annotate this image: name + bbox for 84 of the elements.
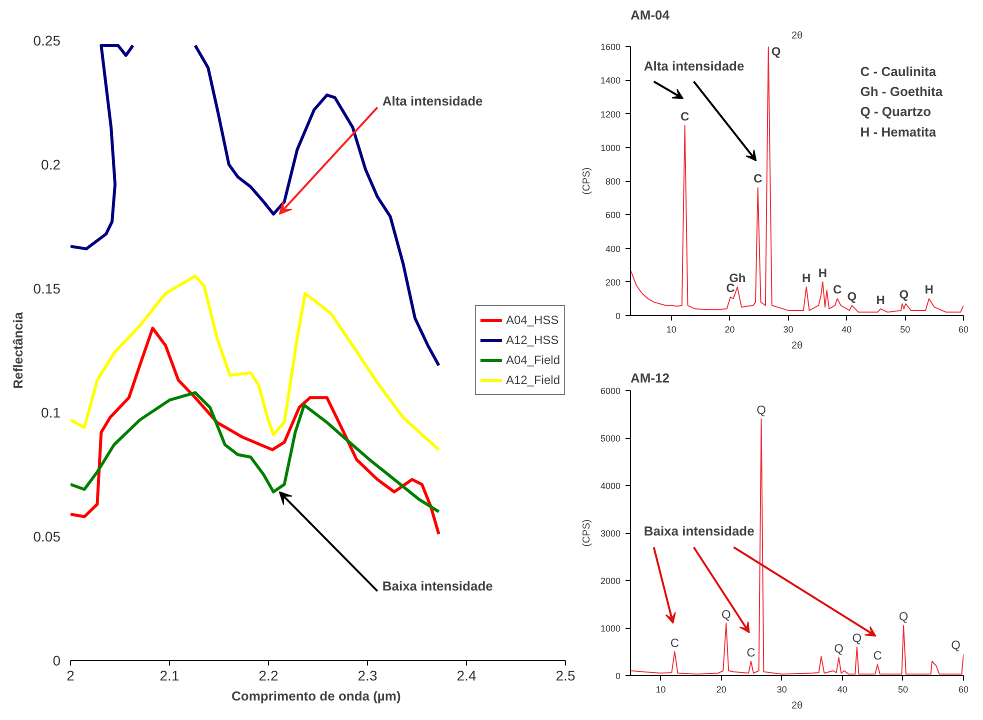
x-tick-label: 2.2 xyxy=(258,668,278,684)
x-tick-label: 2.3 xyxy=(358,668,378,684)
y-tick-label: 0.2 xyxy=(41,156,61,172)
annotation: Baixa intensidade xyxy=(644,524,754,539)
line-series xyxy=(70,326,440,536)
x2-axis-title: 2θ xyxy=(791,30,803,42)
y-tick-label: 0 xyxy=(615,311,621,321)
annotation: Alta intensidade xyxy=(382,94,483,109)
line-series xyxy=(70,391,440,514)
x-tick-label: 20 xyxy=(724,324,735,334)
x-tick-label: 40 xyxy=(842,324,852,334)
annotation: Q xyxy=(951,638,961,652)
y-axis-title: Reflectância xyxy=(10,311,26,389)
y-tick-label: 0.1 xyxy=(41,404,61,420)
x-tick-label: 40 xyxy=(837,684,848,694)
annotation: H - Hematita xyxy=(860,124,937,140)
x-tick-label: 50 xyxy=(900,324,910,334)
annotation: Q xyxy=(898,610,908,624)
annotation: C xyxy=(873,648,882,663)
x-tick-label: 2 xyxy=(66,668,75,684)
x-tick-label: 60 xyxy=(958,324,969,334)
annotation: Q xyxy=(899,288,909,302)
annotation: C xyxy=(680,110,690,124)
annotation: Q xyxy=(834,641,844,656)
annotation: C - Caulinita xyxy=(860,64,937,79)
annotation: C xyxy=(670,636,680,650)
annotation: Q xyxy=(756,403,766,417)
annotation: C xyxy=(746,645,756,660)
annotation: C xyxy=(832,282,842,297)
y-tick-label: 1200 xyxy=(600,109,621,120)
legend-label: A04_Field xyxy=(506,353,560,367)
y-tick-label: 4000 xyxy=(600,481,621,491)
line-series xyxy=(630,46,964,313)
chart-title: AM-12 xyxy=(630,370,670,386)
x-tick-label: 50 xyxy=(898,684,908,694)
y-tick-label: 6000 xyxy=(600,386,621,396)
annotation: H xyxy=(876,292,885,307)
y-tick-label: 400 xyxy=(605,244,621,254)
annotation: Q xyxy=(852,631,862,645)
annotation: Q xyxy=(847,289,857,304)
y-axis-title: (CPS) xyxy=(581,167,592,195)
x-tick-label: 30 xyxy=(783,324,794,334)
y-tick-label: 0.25 xyxy=(33,32,61,48)
y-tick-label: 1400 xyxy=(600,76,621,86)
annotation: Alta intensidade xyxy=(644,58,744,74)
y-tick-label: 0.15 xyxy=(33,280,61,296)
y-tick-label: 0 xyxy=(52,652,61,668)
chart-title: AM-04 xyxy=(630,8,670,22)
annotation: Gh - Goethita xyxy=(860,84,944,99)
annotation: H xyxy=(802,270,811,285)
annotation: Q - Quartzo xyxy=(860,104,932,120)
x-tick-label: 2.4 xyxy=(456,668,476,684)
y-tick-label: 800 xyxy=(605,176,621,186)
legend-label: A12_HSS xyxy=(506,333,559,347)
annotation: Q xyxy=(721,607,731,622)
x-axis-title: Comprimento de onda (µm) xyxy=(232,688,401,704)
x-tick-label: 10 xyxy=(656,684,666,694)
y-tick-label: 3000 xyxy=(600,528,621,538)
y-tick-label: 1000 xyxy=(600,624,621,634)
y-axis-title: (CPS) xyxy=(581,519,592,547)
x-tick-label: 2.5 xyxy=(556,668,576,684)
y-tick-label: 200 xyxy=(605,277,621,288)
x-axis-title: 2θ xyxy=(791,700,803,712)
y-tick-label: 5000 xyxy=(600,434,621,444)
x-tick-label: 30 xyxy=(776,684,787,694)
y-tick-label: 0.05 xyxy=(33,528,61,544)
line-series xyxy=(70,274,440,452)
annotation: H xyxy=(924,282,934,297)
y-tick-label: 1600 xyxy=(600,42,621,52)
legend-label: A04_HSS xyxy=(506,313,559,327)
annotation: Baixa intensidade xyxy=(382,578,493,594)
annotation: C xyxy=(754,172,763,186)
legend-label: A12_Field xyxy=(506,373,560,387)
x-tick-label: 60 xyxy=(958,684,969,694)
annotation: Q xyxy=(771,44,781,58)
x-axis-title: 2θ xyxy=(791,340,803,352)
y-tick-label: 600 xyxy=(605,210,621,220)
x-tick-label: 10 xyxy=(666,324,676,334)
y-tick-label: 2000 xyxy=(600,576,621,586)
annotation: H xyxy=(818,266,828,280)
x-tick-label: 20 xyxy=(716,684,726,694)
x-tick-label: 2.1 xyxy=(160,668,180,684)
y-tick-label: 1000 xyxy=(600,142,621,153)
y-tick-label: 0 xyxy=(615,671,621,681)
